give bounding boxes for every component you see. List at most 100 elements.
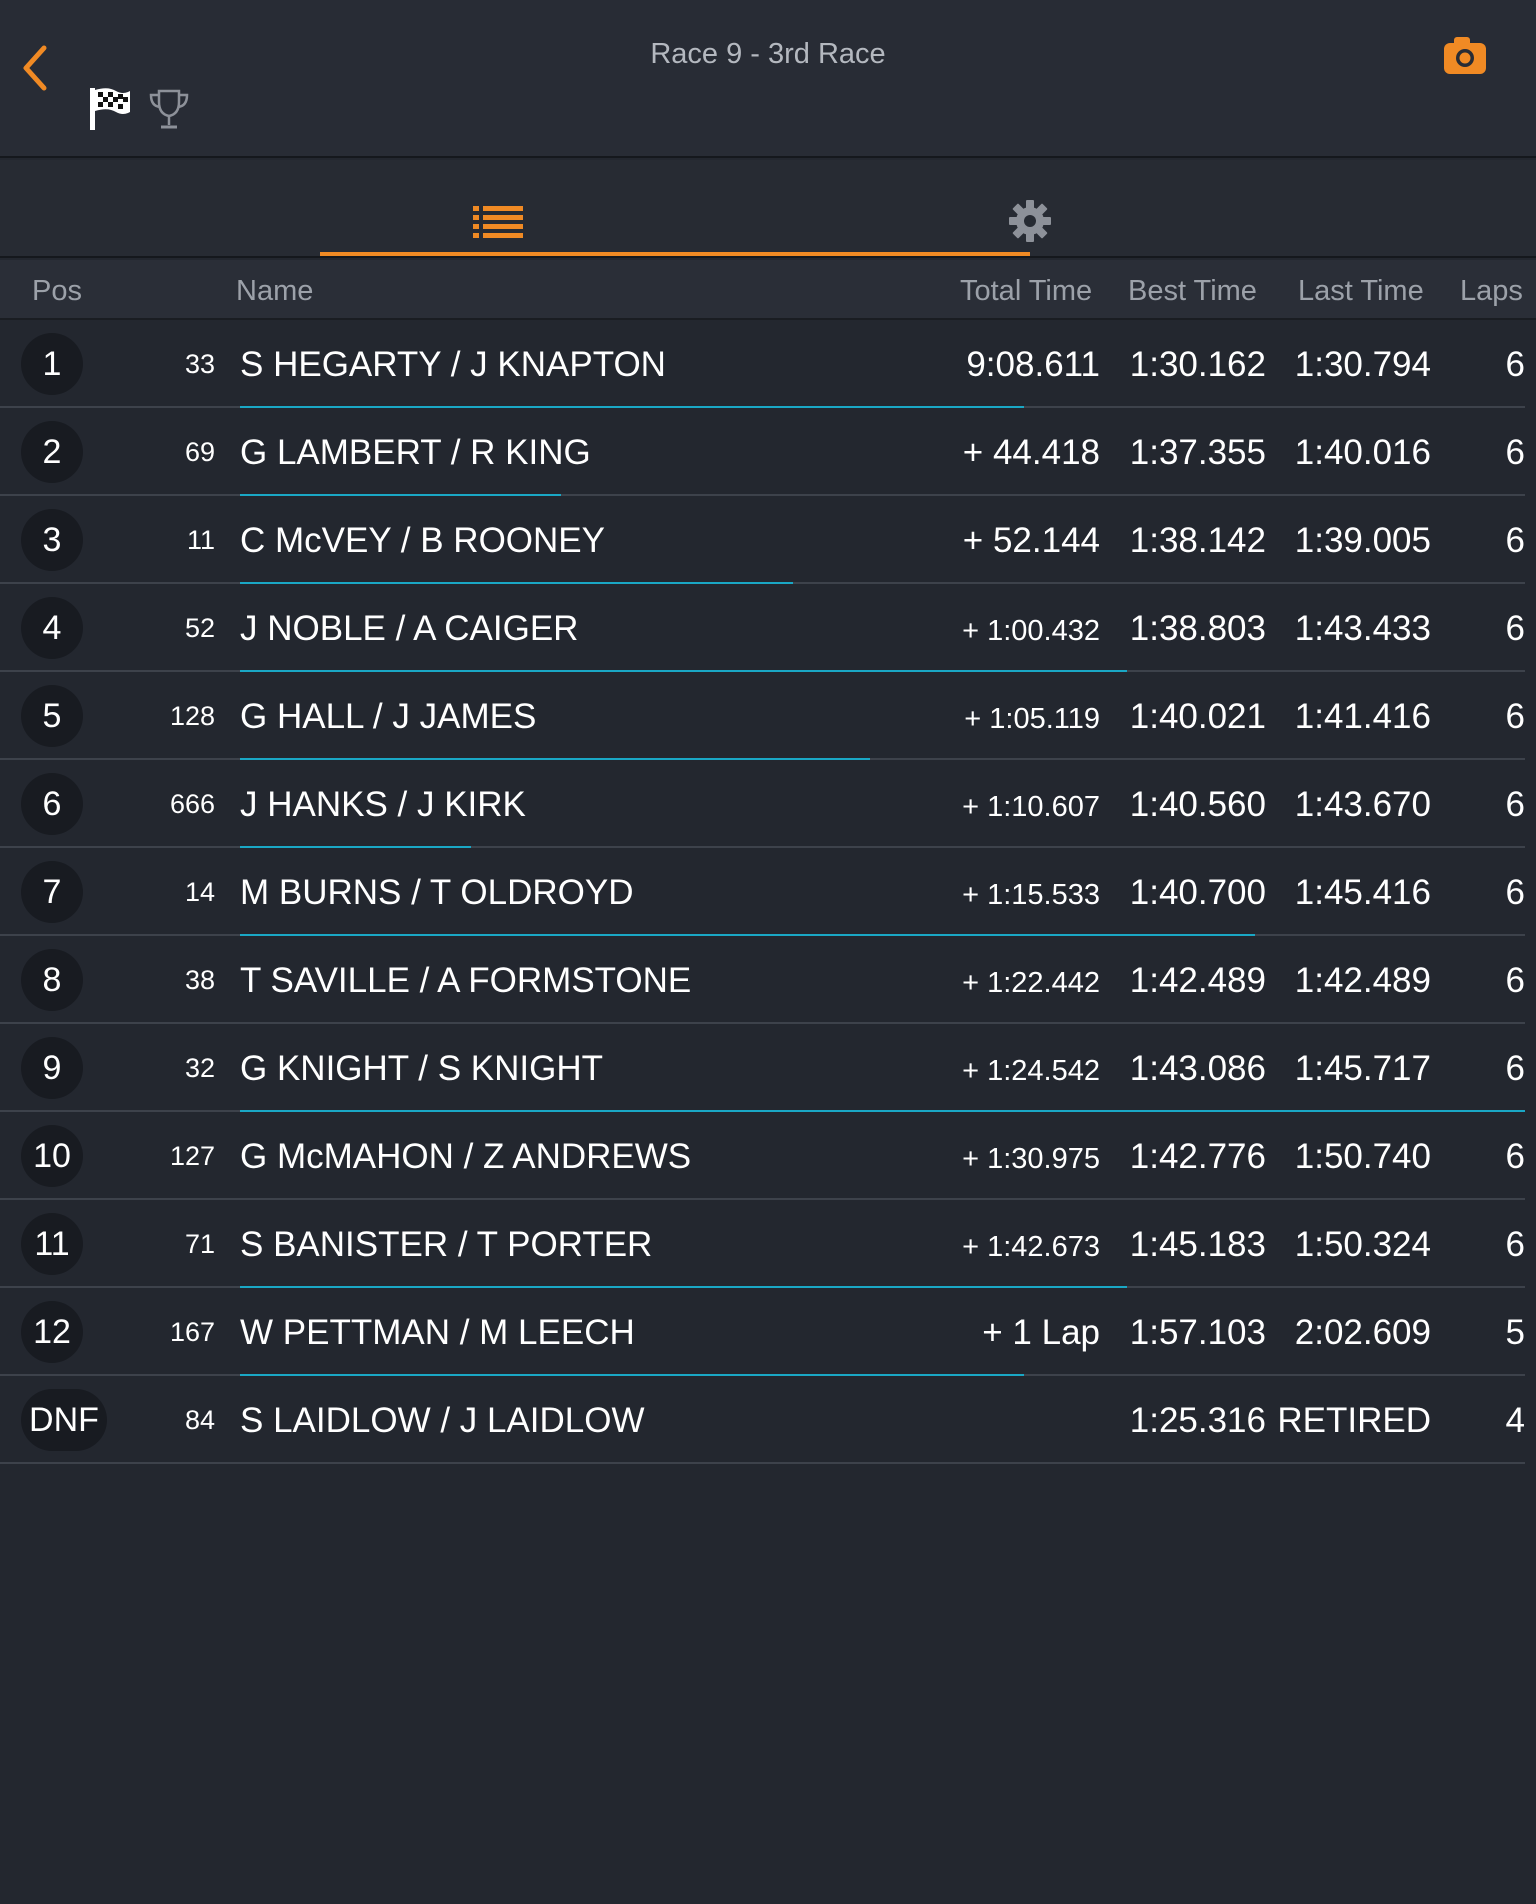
car-number: 71	[184, 1229, 215, 1259]
top-bar: Race 9 - 3rd Race	[0, 0, 1536, 158]
best-time: 1:40.700	[1129, 873, 1266, 912]
total-time: + 1:24.542	[962, 1055, 1100, 1087]
driver-names: C McVEY / B ROONEY	[240, 521, 605, 560]
car-number: 32	[184, 1053, 215, 1083]
table-row[interactable]: 5 128 G HALL / J JAMES + 1:05.119 1:40.021 1:…	[0, 672, 1536, 760]
position-badge: 10	[21, 1125, 83, 1187]
list-icon	[473, 206, 523, 238]
total-time: + 44.418	[962, 433, 1100, 472]
table-row[interactable]: 2 69 G LAMBERT / R KING + 44.418 1:37.355 1:4…	[0, 408, 1536, 496]
total-time: + 1:05.119	[964, 703, 1100, 735]
driver-names: W PETTMAN / M LEECH	[240, 1313, 635, 1352]
car-number: 11	[186, 525, 215, 555]
progress-bar	[240, 1374, 1024, 1376]
results-table: 1 33 S HEGARTY / J KNAPTON 9:08.611 1:30.162…	[0, 320, 1536, 1464]
driver-names: J NOBLE / A CAIGER	[240, 609, 579, 648]
column-pos[interactable]: Pos	[32, 275, 82, 307]
table-row[interactable]: 6 666 J HANKS / J KIRK + 1:10.607 1:40.560 1:…	[0, 760, 1536, 848]
results-table-header: Pos Name Total Time Best Time Last Time …	[0, 260, 1536, 320]
driver-names: M BURNS / T OLDROYD	[240, 873, 634, 912]
progress-bar	[240, 758, 870, 760]
back-chevron-icon[interactable]	[18, 42, 58, 94]
laps-count: 6	[1505, 873, 1525, 912]
last-time: 1:45.416	[1294, 873, 1431, 912]
total-time: + 1 Lap	[982, 1313, 1100, 1352]
best-time: 1:40.021	[1129, 697, 1266, 736]
last-time: 1:39.005	[1294, 521, 1431, 560]
progress-bar	[240, 494, 561, 496]
table-row[interactable]: 11 71 S BANISTER / T PORTER + 1:42.673 1:45.…	[0, 1200, 1536, 1288]
best-time: 1:37.355	[1129, 433, 1266, 472]
best-time: 1:25.316	[1129, 1401, 1266, 1440]
driver-names: G McMAHON / Z ANDREWS	[240, 1137, 692, 1176]
camera-icon[interactable]	[1442, 34, 1488, 76]
total-time: + 1:00.432	[962, 615, 1100, 647]
laps-count: 6	[1505, 785, 1525, 824]
position-badge: 7	[21, 861, 83, 923]
best-time: 1:43.086	[1129, 1049, 1266, 1088]
driver-names: S BANISTER / T PORTER	[240, 1225, 653, 1264]
table-row[interactable]: 4 52 J NOBLE / A CAIGER + 1:00.432 1:38.803 1…	[0, 584, 1536, 672]
laps-count: 6	[1505, 1049, 1525, 1088]
column-last-time[interactable]: Last Time	[1298, 275, 1424, 307]
laps-count: 6	[1505, 521, 1525, 560]
progress-bar	[240, 1286, 1127, 1288]
laps-count: 6	[1505, 433, 1525, 472]
last-time: 1:40.016	[1294, 433, 1431, 472]
table-row[interactable]: 12 167 W PETTMAN / M LEECH + 1 Lap 1:57.103 2…	[0, 1288, 1536, 1376]
last-time: 1:30.794	[1294, 345, 1431, 384]
last-time: 1:50.324	[1294, 1225, 1431, 1264]
best-time: 1:30.162	[1129, 345, 1266, 384]
car-number: 167	[169, 1317, 215, 1347]
driver-names: J HANKS / J KIRK	[240, 785, 526, 824]
column-name[interactable]: Name	[236, 275, 314, 307]
column-laps[interactable]: Laps	[1460, 275, 1523, 307]
table-row[interactable]: 1 33 S HEGARTY / J KNAPTON 9:08.611 1:30.162…	[0, 320, 1536, 408]
position-badge: 12	[21, 1301, 83, 1363]
total-time: + 1:42.673	[962, 1231, 1100, 1263]
car-number: 84	[184, 1405, 215, 1435]
trophy-icon[interactable]	[148, 88, 190, 132]
table-row[interactable]: DNF 84 S LAIDLOW / J LAIDLOW 1:25.316 RETIRE…	[0, 1376, 1536, 1464]
car-number: 38	[184, 965, 215, 995]
position-badge: 8	[21, 949, 83, 1011]
total-time: + 1:10.607	[962, 791, 1100, 823]
column-best-time[interactable]: Best Time	[1128, 275, 1257, 307]
laps-count: 6	[1505, 1137, 1525, 1176]
table-row[interactable]: 3 11 C McVEY / B ROONEY + 52.144 1:38.142 1:3…	[0, 496, 1536, 584]
table-row[interactable]: 10 127 G McMAHON / Z ANDREWS + 1:30.975 1:42…	[0, 1112, 1536, 1200]
tab-settings[interactable]	[1005, 198, 1065, 248]
position-badge: 5	[21, 685, 83, 747]
best-time: 1:42.489	[1129, 961, 1266, 1000]
driver-names: G LAMBERT / R KING	[240, 433, 591, 472]
best-time: 1:42.776	[1129, 1137, 1266, 1176]
checkered-flag-icon[interactable]	[88, 86, 132, 132]
position-badge: 2	[21, 421, 83, 483]
table-row[interactable]: 9 32 G KNIGHT / S KNIGHT + 1:24.542 1:43.086…	[0, 1024, 1536, 1112]
progress-bar	[240, 406, 1024, 408]
table-row[interactable]: 7 14 M BURNS / T OLDROYD + 1:15.533 1:40.700…	[0, 848, 1536, 936]
car-number: 52	[184, 613, 215, 643]
best-time: 1:57.103	[1129, 1313, 1266, 1352]
total-time: + 1:15.533	[962, 879, 1100, 911]
driver-names: G HALL / J JAMES	[240, 697, 537, 736]
table-row[interactable]: 8 38 T SAVILLE / A FORMSTONE + 1:22.442 1:42…	[0, 936, 1536, 1024]
laps-count: 5	[1505, 1313, 1525, 1352]
laps-count: 6	[1505, 961, 1525, 1000]
position-badge: 6	[21, 773, 83, 835]
driver-names: S LAIDLOW / J LAIDLOW	[240, 1401, 645, 1440]
last-time: 2:02.609	[1294, 1313, 1431, 1352]
position-badge: 3	[21, 509, 83, 571]
gear-icon	[1009, 200, 1051, 242]
tab-results-list[interactable]	[320, 160, 675, 256]
progress-bar	[240, 1110, 1525, 1112]
progress-bar	[240, 670, 1127, 672]
car-number: 127	[169, 1141, 215, 1171]
total-time: + 52.144	[962, 521, 1100, 560]
laps-count: 6	[1505, 609, 1525, 648]
car-number: 14	[184, 877, 215, 907]
total-time: + 1:22.442	[962, 967, 1100, 999]
progress-bar	[240, 846, 471, 848]
column-total-time[interactable]: Total Time	[960, 275, 1093, 307]
progress-bar	[240, 582, 793, 584]
